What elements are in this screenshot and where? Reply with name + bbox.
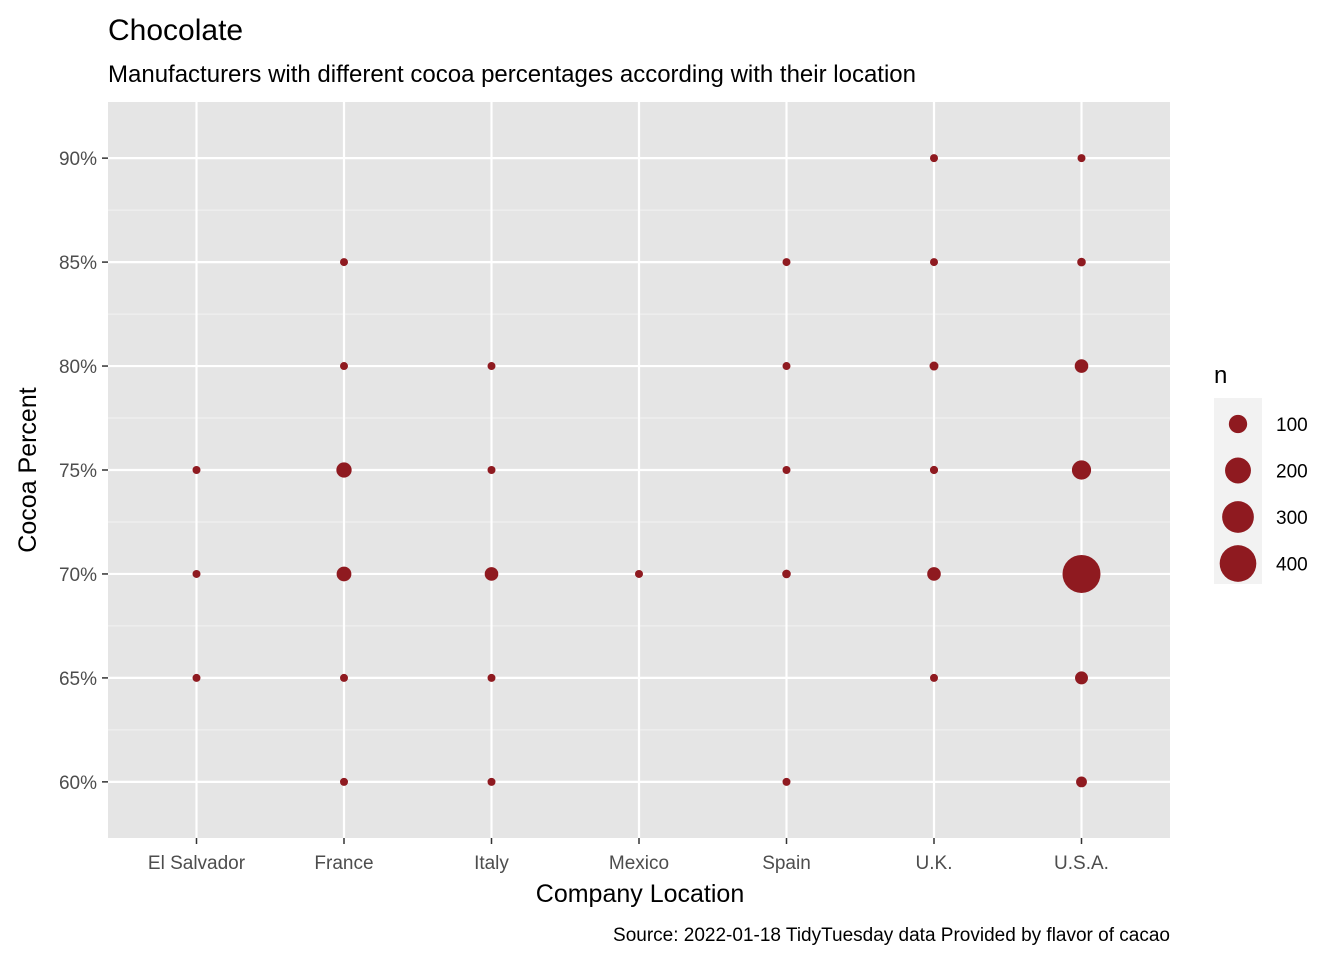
chart-caption: Source: 2022-01-18 TidyTuesday data Prov… [613, 925, 1170, 946]
chart-title: Chocolate [108, 14, 243, 47]
y-tick-label: 80% [59, 357, 97, 378]
data-point [340, 258, 348, 267]
x-axis-ticks: El Salvador France Italy Mexico Spain U.K. U.S… [148, 838, 1109, 874]
data-point [782, 777, 791, 786]
data-point [1071, 460, 1092, 480]
y-axis-title: Cocoa Percent [14, 387, 42, 552]
data-point [487, 777, 496, 786]
x-tick-label: U.S.A. [1054, 853, 1109, 874]
data-point [192, 466, 201, 474]
legend-title: n [1214, 362, 1227, 389]
data-point [1077, 257, 1086, 267]
legend-key-label: 300 [1276, 508, 1308, 529]
data-points [192, 154, 1101, 788]
x-tick-label: U.K. [916, 853, 953, 874]
data-point [1077, 154, 1086, 163]
legend-key-circle [1228, 414, 1248, 434]
data-point [929, 465, 939, 475]
data-point [192, 673, 201, 682]
data-point [1074, 359, 1089, 373]
data-point [340, 777, 348, 786]
data-point [782, 362, 791, 371]
y-tick-label: 70% [59, 565, 97, 586]
y-axis-ticks: 60% 65% 70% 75% 80% 85% 90% [59, 149, 108, 794]
data-point [487, 466, 496, 474]
legend-key-label: 200 [1276, 462, 1308, 483]
data-point [782, 258, 791, 267]
x-tick-label: France [314, 853, 373, 874]
legend-key-circle [1225, 457, 1251, 484]
chart-subtitle: Manufacturers with different cocoa perce… [108, 61, 916, 88]
data-point [929, 361, 939, 371]
y-tick-label: 75% [59, 461, 97, 482]
legend-key-circle [1222, 501, 1254, 533]
legend-key-label: 400 [1276, 555, 1308, 576]
data-point [930, 154, 938, 163]
data-point [487, 673, 496, 682]
data-point [336, 462, 352, 478]
data-point [340, 673, 348, 682]
x-tick-label: Italy [474, 853, 509, 874]
data-point [1062, 554, 1101, 593]
data-point [1075, 671, 1088, 685]
x-axis-title: Company Location [536, 880, 744, 908]
data-point [930, 673, 938, 682]
data-point [927, 567, 941, 581]
data-point [487, 362, 496, 371]
y-tick-label: 90% [59, 149, 97, 170]
y-tick-label: 65% [59, 669, 97, 690]
data-point [336, 566, 352, 582]
x-tick-label: Spain [762, 853, 811, 874]
data-point [1076, 776, 1087, 788]
data-point [192, 569, 201, 578]
y-tick-label: 85% [59, 253, 97, 274]
y-tick-label: 60% [59, 773, 97, 794]
data-point [635, 569, 643, 578]
data-point [782, 466, 791, 474]
legend-key-circle [1219, 545, 1257, 582]
data-point [782, 569, 791, 579]
size-legend: n 100 200 300 400 [1214, 362, 1308, 584]
legend-key-label: 100 [1276, 415, 1308, 436]
x-tick-label: El Salvador [148, 853, 246, 874]
data-point [340, 362, 348, 371]
data-point [930, 258, 938, 267]
data-point [484, 567, 499, 581]
x-tick-label: Mexico [609, 853, 669, 874]
